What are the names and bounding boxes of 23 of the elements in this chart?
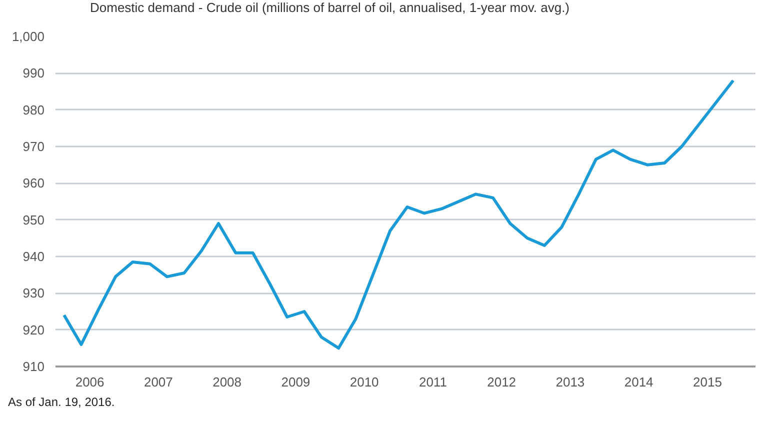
x-tick-label: 2009 <box>281 374 310 390</box>
x-tick-label: 2013 <box>556 374 585 390</box>
x-tick-label: 2012 <box>487 374 516 390</box>
y-tick-label: 940 <box>22 249 45 264</box>
y-tick-label: 930 <box>22 286 45 301</box>
y-tick-label: 980 <box>22 102 45 118</box>
x-tick-label: 2014 <box>624 374 654 390</box>
x-tick-label: 2008 <box>212 374 242 390</box>
x-tick-label: 2006 <box>75 374 104 390</box>
y-tick-label: 1,000 <box>12 29 45 44</box>
line-series <box>62 79 735 350</box>
x-tick-label: 2011 <box>418 374 447 390</box>
y-tick-label: 960 <box>22 176 45 191</box>
x-tick-label: 2007 <box>144 374 173 390</box>
x-tick-label: 2015 <box>693 374 722 390</box>
y-tick-label: 990 <box>22 66 45 81</box>
text: As of Jan. 19, 2016. <box>8 394 115 411</box>
y-tick-label: 970 <box>22 139 45 154</box>
y-tick-label: 920 <box>22 322 45 338</box>
y-tick-label: 910 <box>22 359 45 374</box>
x-tick-label: 2010 <box>350 374 379 390</box>
y-tick-label: 950 <box>22 212 45 228</box>
text: Domestic demand - Crude oil (millions of barrel of oil, annualised, 1-year mov. avg.) <box>90 0 570 15</box>
